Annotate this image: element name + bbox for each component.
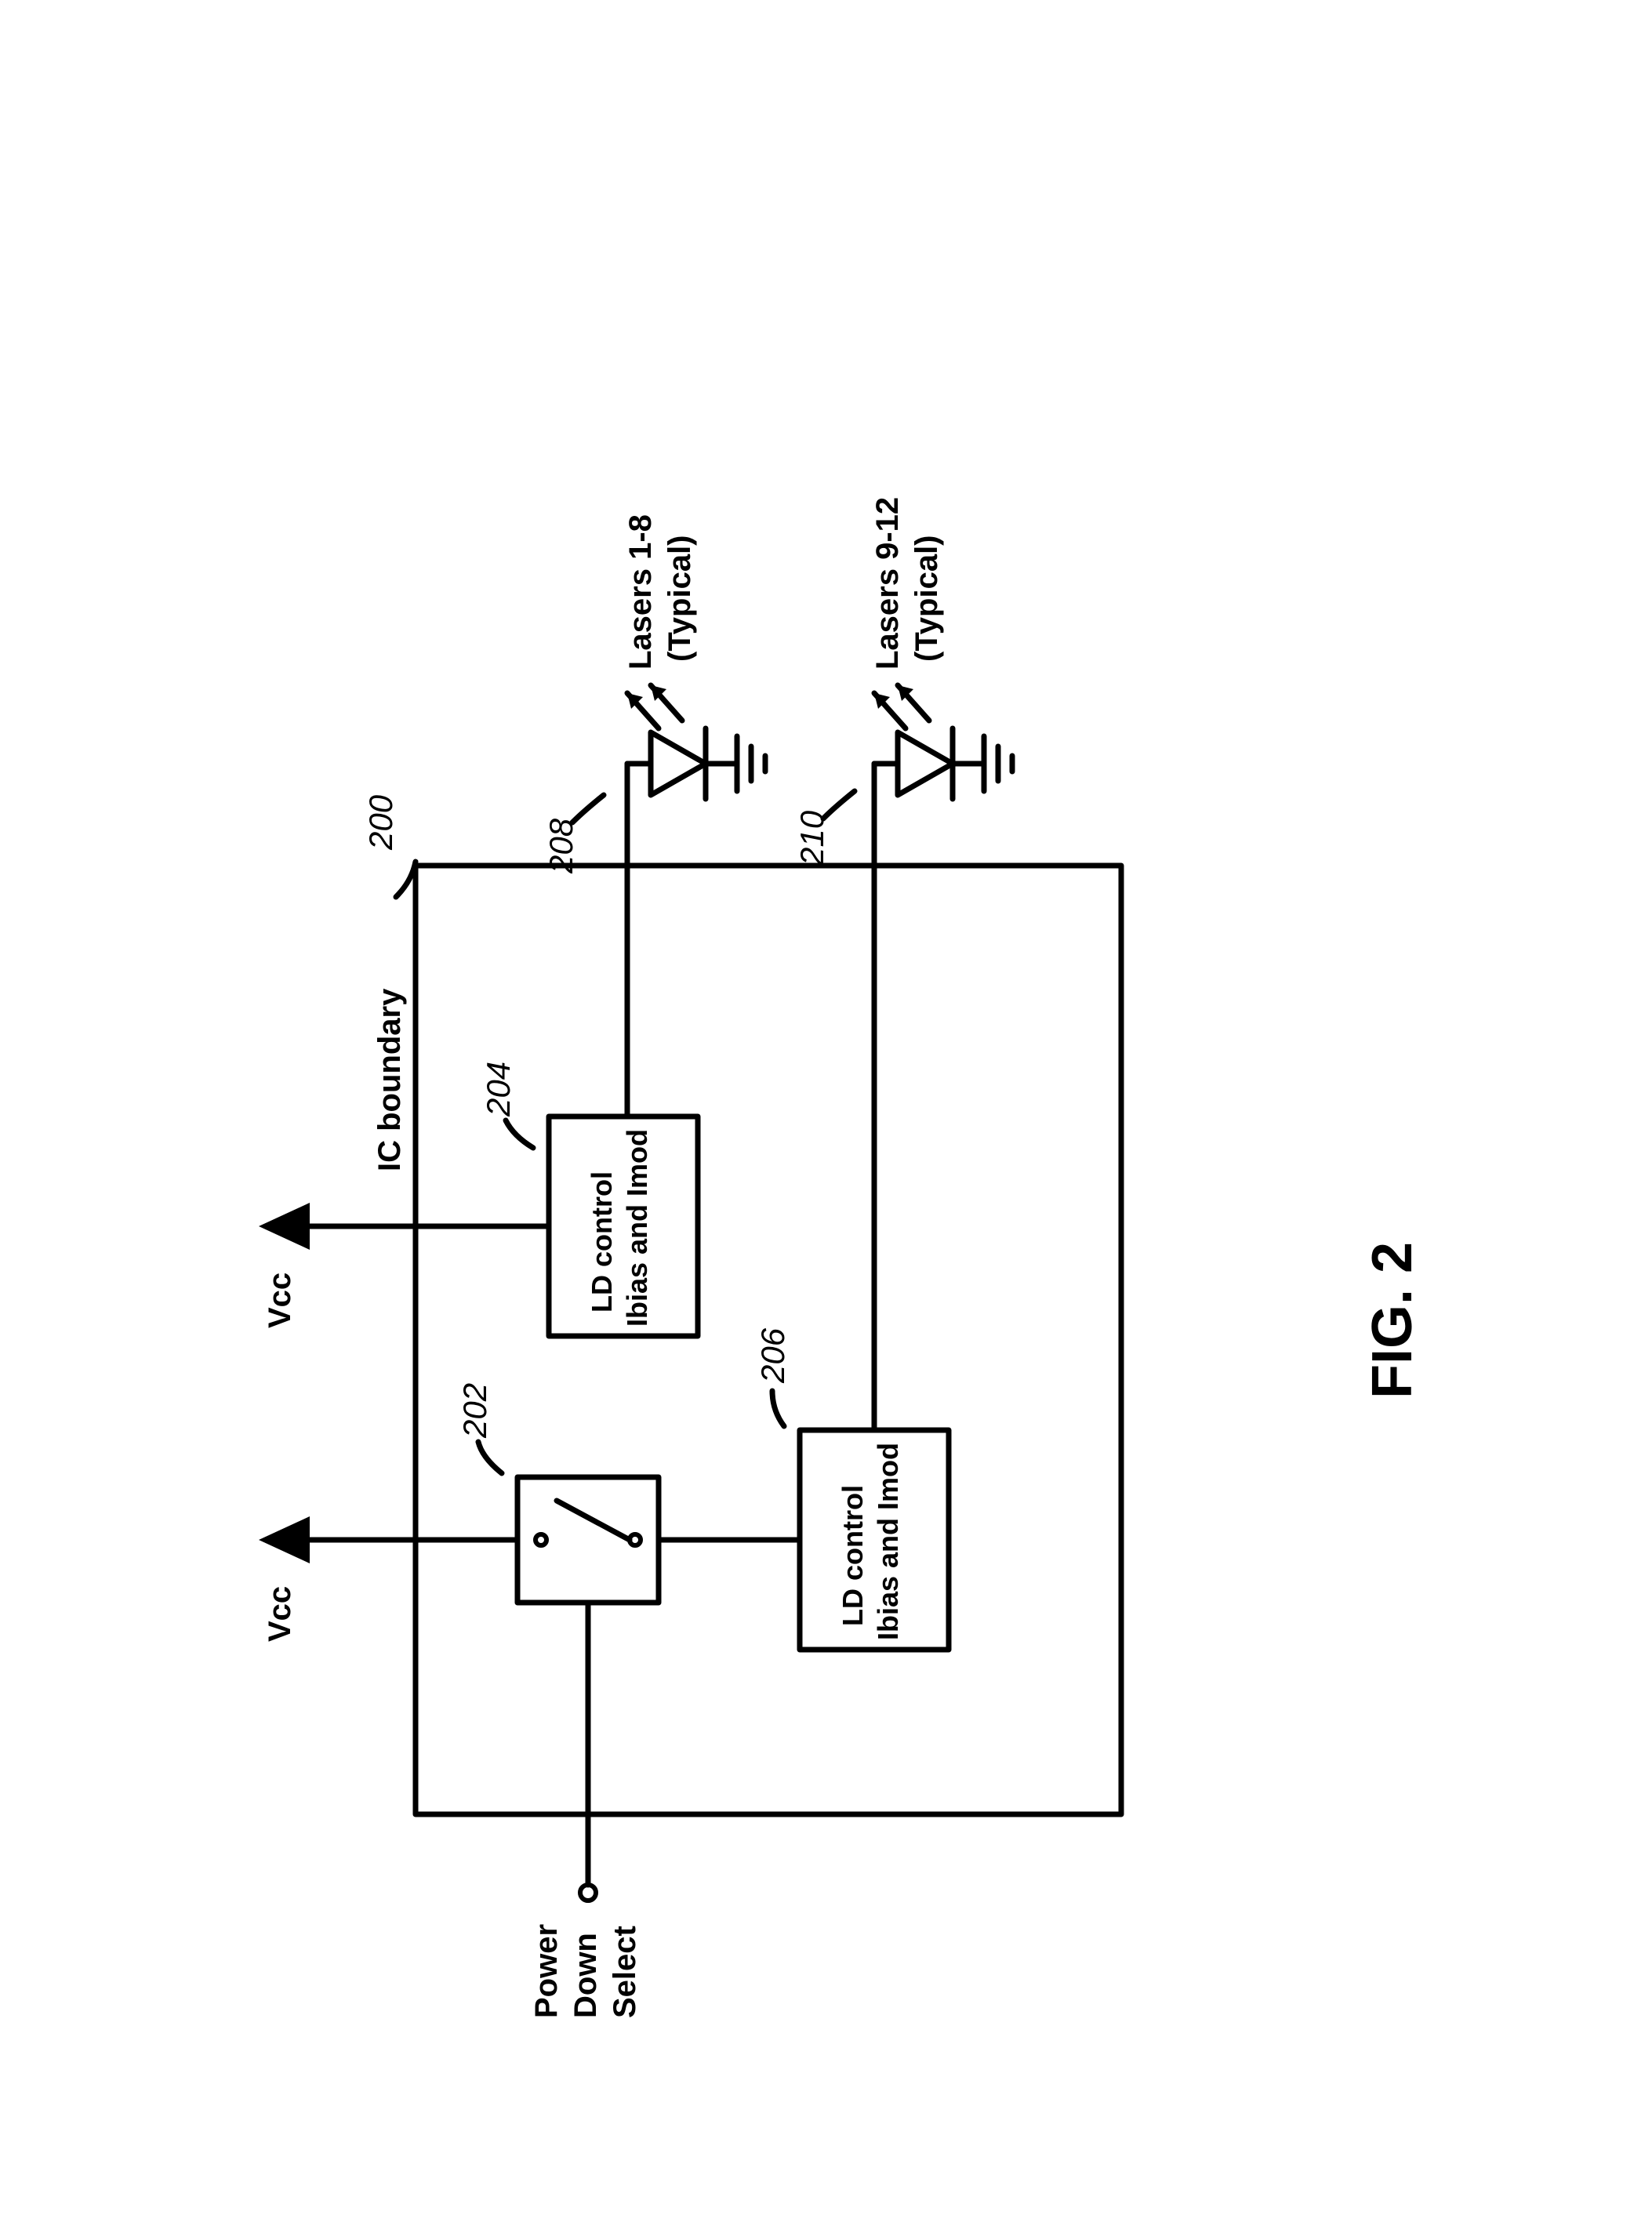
vcc-right-arrowhead (259, 1203, 310, 1250)
vcc-left-arrowhead (259, 1516, 310, 1563)
switch-lever (557, 1501, 630, 1540)
ref-tick-206 (772, 1391, 784, 1426)
vcc-right-label: Vcc (263, 1273, 297, 1328)
laser-bot-line2: (Typical) (910, 535, 944, 662)
vcc-left-label: Vcc (263, 1586, 297, 1642)
laser-diode-bottom (874, 685, 1012, 799)
ref-210: 210 (793, 810, 830, 866)
ld-top-line1: LD control (586, 1171, 618, 1313)
ref-200: 200 (362, 794, 399, 851)
laser-top-line2: (Typical) (663, 535, 697, 662)
ref-tick-204 (506, 1120, 533, 1148)
ld-bot-line2: Ibias and Imod (872, 1443, 904, 1640)
pds-line3: Select (608, 1926, 642, 2018)
ref-tick-208 (572, 795, 604, 822)
ref-tick-202 (478, 1442, 502, 1473)
diagram-canvas: IC boundary 200 Vcc Vcc 202 Power Down S… (0, 0, 1652, 2222)
ref-204: 204 (480, 1062, 517, 1117)
ic-boundary-label: IC boundary (372, 988, 407, 1171)
laser-bot-line1: Lasers 9-12 (870, 497, 905, 670)
ref-208: 208 (543, 818, 579, 874)
pds-line2: Down (568, 1933, 603, 2018)
laser-diode-top (627, 685, 765, 799)
ref-202: 202 (456, 1383, 493, 1439)
ref-206: 206 (754, 1327, 791, 1384)
ref-tick-200 (396, 862, 416, 897)
switch-top-terminal (536, 1534, 546, 1545)
ld-top-line2: Ibias and Imod (621, 1129, 653, 1327)
figure-caption: FIG. 2 (1361, 1242, 1424, 1399)
pds-line1: Power (529, 1924, 564, 2018)
switch-box (517, 1477, 659, 1603)
laser-top-line1: Lasers 1-8 (623, 514, 658, 670)
ld-bot-line1: LD control (837, 1485, 869, 1626)
